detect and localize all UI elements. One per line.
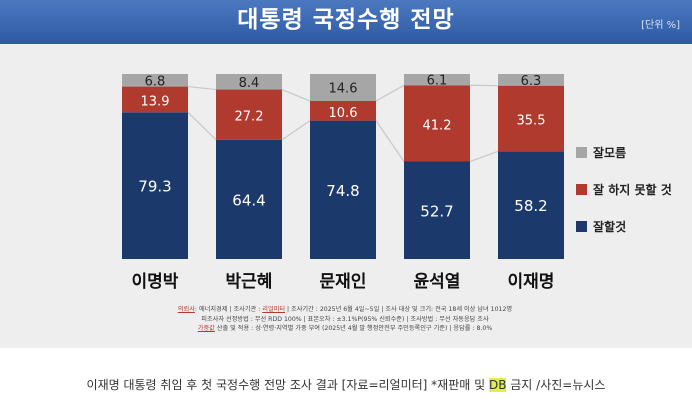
category-label-4: 윤석열 — [414, 272, 461, 292]
data-label-good-4: 52.7 — [420, 202, 453, 220]
data-label-unknown-1: 6.8 — [145, 74, 166, 89]
legend-label-bad: 잘 하지 못할 것 — [593, 182, 672, 197]
legend-swatch-bad — [576, 184, 587, 195]
connector-lines — [187, 84, 499, 163]
photo-caption: 이재명 대통령 취임 후 첫 국정수행 전망 조사 결과 [자료=리얼미터] *… — [0, 376, 692, 393]
bar-bad-5 — [498, 85, 564, 152]
category-label-2: 박근혜 — [226, 272, 273, 292]
source-line-3: 가중값 산출 및 적용 : 성·연령·지역별 가중 부여 (2025년 4월 말… — [95, 324, 595, 334]
data-label-bad-3: 10.6 — [329, 106, 358, 121]
survey-source-info: 의뢰사: 에너지경제 | 조사기관 : 리얼미터 | 조사기간 : 2025년 … — [95, 305, 595, 346]
bar-bad-4 — [404, 85, 470, 162]
data-label-good-2: 64.4 — [232, 191, 265, 209]
category-label-5: 이재명 — [508, 272, 555, 292]
header-banner — [0, 0, 692, 44]
source-weight-label: 가중값 — [197, 325, 215, 333]
source-line-2: 피조사자 선정방법 : 무선 RDD 100% | 표본오차 : ±3.1%P(… — [201, 315, 489, 323]
data-label-bad-5: 35.5 — [517, 113, 546, 128]
data-label-bad-2: 27.2 — [235, 110, 264, 125]
bar-unknown-2 — [216, 74, 282, 90]
unit-label: [단위 %] — [641, 20, 680, 31]
connector-line-2-1 — [281, 120, 311, 141]
category-labels: 이명박 박근혜 문재인 윤석열 이재명 — [132, 272, 555, 292]
chart-title: 대통령 국정수행 전망 — [237, 7, 455, 33]
bar-good-3 — [310, 120, 376, 260]
source-line-1-b: | 조사기간 : 2025년 6월 4일~5일 | 조사 대상 및 크기: 전국… — [285, 306, 513, 313]
caption-part-2: 금지 /사진=뉴시스 — [506, 378, 606, 392]
connector-line-1-2 — [187, 85, 217, 91]
bar-good-2 — [216, 139, 282, 259]
data-label-bad-1: 13.9 — [141, 94, 170, 109]
caption-highlight: DB — [488, 378, 507, 392]
source-line-3-rest: 산출 및 적용 : 성·연령·지역별 가중 부여 (2025년 4월 말 행정안… — [214, 325, 493, 333]
caption-part-1: 이재명 대통령 취임 후 첫 국정수행 전망 조사 결과 [자료=리얼미터] *… — [86, 378, 489, 392]
data-label-good-3: 74.8 — [326, 182, 359, 200]
legend-swatch-good — [576, 221, 587, 232]
source-client-label: 의뢰사 — [177, 306, 195, 313]
bars: 79.3 13.9 6.8 64.4 27.2 8.4 74.8 10.6 14.6 52.7 41… — [122, 74, 564, 260]
connector-line-3-1 — [375, 120, 405, 162]
bar-good-5 — [498, 151, 564, 259]
connector-line-4-1 — [469, 150, 499, 163]
source-line-1: 의뢰사: 에너지경제 | 조사기관 : 리얼미터 | 조사기간 : 2025년 … — [95, 305, 595, 315]
stacked-bar-chart: 79.3 13.9 6.8 64.4 27.2 8.4 74.8 10.6 14.6 52.7 41… — [122, 74, 672, 292]
bar-bad-1 — [122, 86, 188, 113]
connector-line-2-2 — [281, 88, 311, 102]
data-label-bad-4: 41.2 — [423, 118, 452, 133]
bar-good-1 — [122, 112, 188, 259]
data-label-unknown-3: 14.6 — [329, 82, 358, 97]
bar-unknown-5 — [498, 74, 564, 86]
category-label-3: 문재인 — [320, 272, 367, 292]
source-line-1-a: : 에너지경제 | 조사기관 : — [194, 306, 263, 313]
bar-bad-3 — [310, 101, 376, 121]
source-agency: 리얼미터 — [262, 306, 286, 313]
connector-line-1-1 — [187, 111, 217, 141]
legend-swatch-unknown — [576, 147, 587, 158]
bar-unknown-4 — [404, 74, 470, 86]
bar-unknown-1 — [122, 74, 188, 87]
data-label-good-1: 79.3 — [138, 178, 171, 196]
category-label-1: 이명박 — [132, 272, 179, 292]
bar-unknown-3 — [310, 74, 376, 102]
legend-label-unknown: 잘모름 — [593, 145, 626, 160]
legend-label-good: 잘할것 — [593, 219, 626, 234]
bar-bad-2 — [216, 89, 282, 140]
data-label-unknown-4: 6.1 — [427, 74, 448, 89]
data-label-unknown-5: 6.3 — [521, 74, 542, 89]
bar-good-4 — [404, 161, 470, 259]
data-label-good-5: 58.2 — [514, 197, 547, 215]
data-label-unknown-2: 8.4 — [239, 76, 260, 91]
connector-line-3-2 — [375, 84, 405, 102]
